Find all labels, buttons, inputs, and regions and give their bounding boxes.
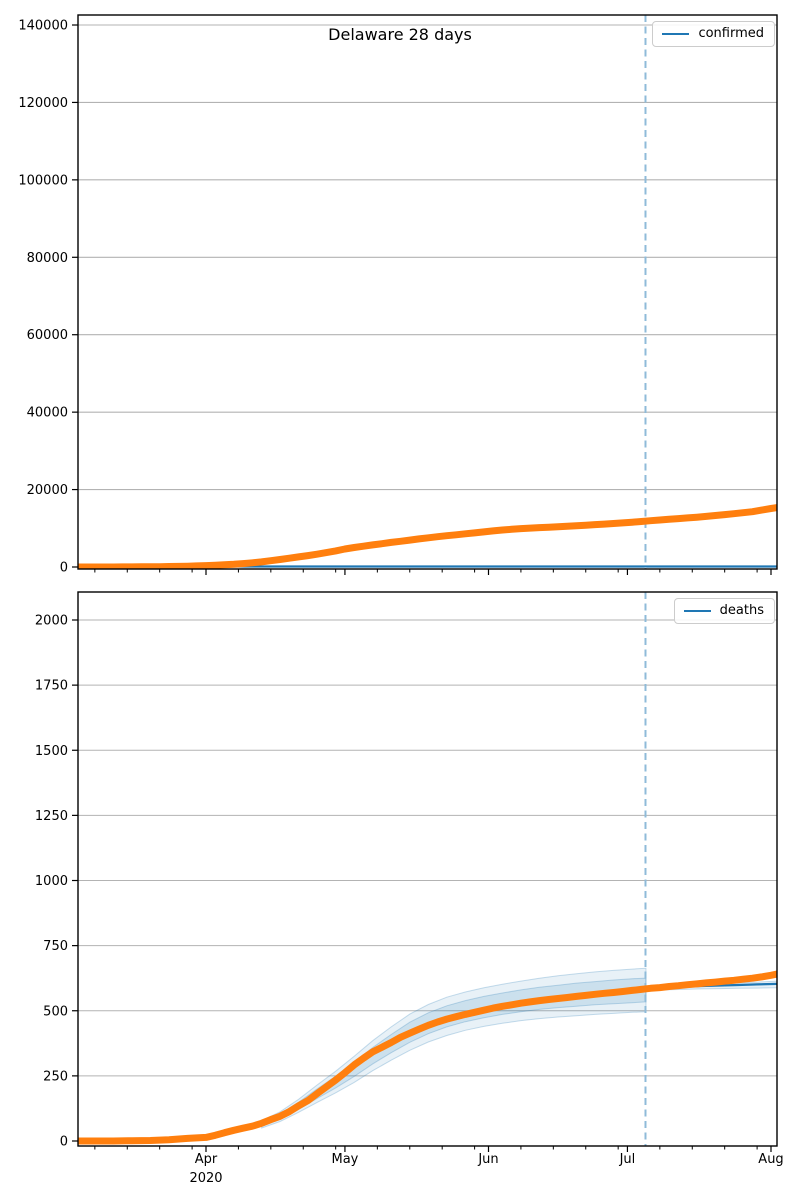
legend-line-sample-confirmed [662, 33, 690, 35]
x-tick-label: Jun [477, 1152, 498, 1167]
y-tick-label: 1750 [35, 679, 68, 694]
plot-area [78, 15, 777, 569]
legend-deaths: deaths [673, 598, 775, 624]
y-tick-label: 2000 [35, 614, 68, 629]
legend-line-sample-deaths [683, 610, 711, 612]
x-tick-sublabel: 2020 [189, 1171, 222, 1186]
legend-confirmed: confirmed [652, 21, 775, 47]
y-tick-label: 250 [43, 1069, 68, 1084]
series-deaths-actual [78, 970, 777, 1145]
x-tick-label: Aug [758, 1152, 783, 1167]
y-tick-label: 0 [60, 561, 68, 576]
y-tick-label: 1250 [35, 809, 68, 824]
x-tick-label: Jul [619, 1152, 636, 1167]
panel-frame [77, 591, 778, 1147]
y-tick-label: 120000 [18, 96, 68, 111]
series-confirmed-actual [78, 504, 777, 569]
y-tick-label: 40000 [27, 406, 68, 421]
y-tick-label: 100000 [18, 173, 68, 188]
y-tick-label: 60000 [27, 328, 68, 343]
panel-frame [77, 14, 778, 570]
panel-confirmed: 0 20000 40000 60000 80000 100000 120000 140000 [18, 14, 778, 576]
legend-label-deaths: deaths [719, 603, 764, 618]
x-tick-label: May [331, 1152, 358, 1167]
y-tick-label: 80000 [27, 251, 68, 266]
panel-deaths: 0 250 500 750 1000 1250 1500 1750 2000 Apr 2020 May… [35, 591, 784, 1186]
y-tick-label: 0 [60, 1135, 68, 1150]
chart-title: Delaware 28 days [328, 25, 472, 44]
y-tick-label: 1000 [35, 874, 68, 889]
x-tick-label: Apr [195, 1152, 218, 1167]
y-tick-label: 750 [43, 939, 68, 954]
y-tick-label: 20000 [27, 483, 68, 498]
y-tick-label: 1500 [35, 744, 68, 759]
legend-label-confirmed: confirmed [698, 26, 764, 41]
plot-area [78, 592, 777, 1146]
y-tick-label: 500 [43, 1004, 68, 1019]
y-tick-label: 140000 [18, 19, 68, 34]
